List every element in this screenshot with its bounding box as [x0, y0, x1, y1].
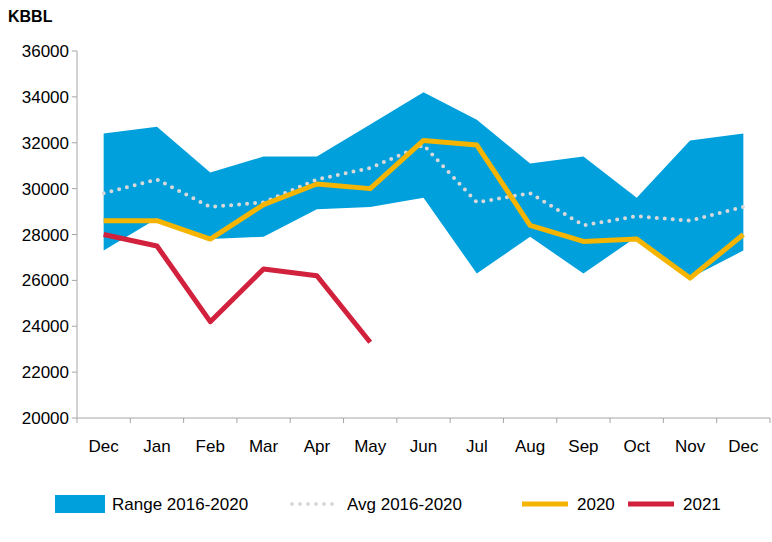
- y-tick: [72, 326, 77, 327]
- y-tick: [72, 372, 77, 373]
- x-tick: [716, 418, 717, 423]
- y-axis-label: KBBL: [8, 8, 53, 25]
- series-line: [104, 140, 744, 278]
- x-tick-label: Apr: [304, 437, 331, 456]
- chart: 20000 22000 24000 26000 28000 30000 32000 34000…: [0, 0, 772, 542]
- x-tick: [610, 418, 611, 423]
- series-line: [104, 235, 371, 343]
- y-tick: [72, 280, 77, 281]
- y-tick: [72, 234, 77, 235]
- x-tick-label: Jul: [466, 437, 488, 456]
- x-tick-label: Dec: [89, 437, 120, 456]
- x-tick: [183, 418, 184, 423]
- y-tick: [72, 51, 77, 52]
- legend-label: 2020: [577, 495, 615, 514]
- x-tick-label: Oct: [624, 437, 651, 456]
- y-tick-label: 36000: [22, 42, 69, 61]
- x-tick: [770, 418, 771, 423]
- legend-swatch: [522, 502, 568, 507]
- y-tick-label: 34000: [22, 88, 69, 107]
- x-tick-label: Dec: [728, 437, 759, 456]
- x-tick-label: Jun: [410, 437, 437, 456]
- x-tick: [236, 418, 237, 423]
- y-tick-label: 32000: [22, 134, 69, 153]
- legend-label: 2021: [683, 495, 721, 514]
- x-tick: [130, 418, 131, 423]
- x-tick: [556, 418, 557, 423]
- x-tick-label: May: [354, 437, 387, 456]
- series-line: [104, 145, 744, 225]
- x-tick-label: Aug: [515, 437, 545, 456]
- legend-swatch: [292, 502, 338, 506]
- x-tick-label: Mar: [249, 437, 279, 456]
- y-tick-label: 30000: [22, 180, 69, 199]
- x-tick-label: Sep: [568, 437, 598, 456]
- y-tick-label: 22000: [22, 363, 69, 382]
- x-axis: [77, 418, 770, 419]
- y-tick: [72, 418, 77, 419]
- legend-label: Range 2016-2020: [112, 495, 248, 514]
- y-tick-label: 20000: [22, 409, 69, 428]
- x-tick: [290, 418, 291, 423]
- x-tick: [396, 418, 397, 423]
- legend-swatch: [628, 502, 674, 507]
- y-tick: [72, 142, 77, 143]
- y-tick: [72, 96, 77, 97]
- y-tick-label: 26000: [22, 271, 69, 290]
- legend-label: Avg 2016-2020: [347, 495, 462, 514]
- y-tick: [72, 188, 77, 189]
- x-tick: [503, 418, 504, 423]
- x-tick-label: Jan: [143, 437, 170, 456]
- x-tick: [663, 418, 664, 423]
- y-tick-label: 28000: [22, 226, 69, 245]
- legend: Range 2016-2020 Avg 2016-2020 2020 2021: [55, 495, 721, 514]
- x-tick: [77, 418, 78, 423]
- x-tick: [450, 418, 451, 423]
- x-tick: [343, 418, 344, 423]
- plot-area: [104, 92, 744, 342]
- y-tick-label: 24000: [22, 317, 69, 336]
- x-tick-label: Feb: [196, 437, 225, 456]
- range-area: [104, 92, 744, 278]
- x-tick-label: Nov: [675, 437, 706, 456]
- legend-swatch: [55, 495, 105, 513]
